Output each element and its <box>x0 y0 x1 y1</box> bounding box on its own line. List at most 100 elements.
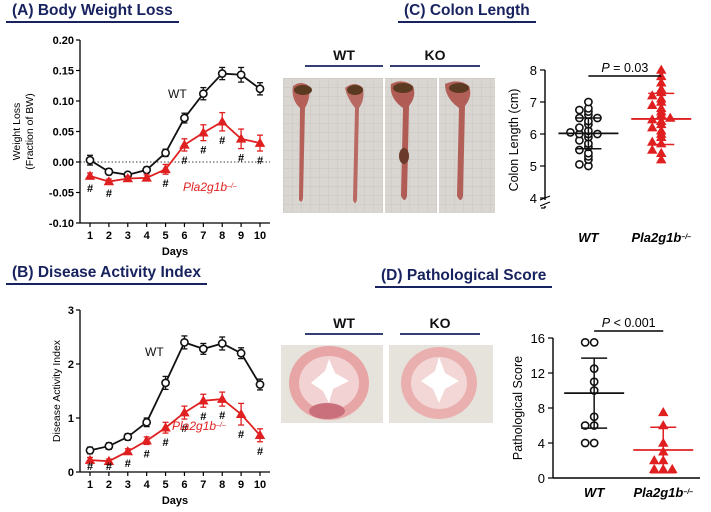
chart-a-ytick-label: 0.20 <box>53 35 74 47</box>
colon-wt-label: WT <box>333 47 355 63</box>
chart-a-xtick-label: 4 <box>144 230 151 242</box>
chart-a-significance-mark: # <box>162 178 168 190</box>
chart-a-point <box>179 139 190 149</box>
chart-c-point <box>575 159 584 169</box>
chart-b-point <box>160 422 171 432</box>
chart-b-point <box>141 435 152 445</box>
chart-d-category-label: WT <box>584 485 605 500</box>
panel-d-title: (D) Pathological Score <box>375 267 553 288</box>
chart-d-ytick-label: 0 <box>538 471 545 486</box>
chart-b-xtick-label: 4 <box>144 479 151 491</box>
histology-photo <box>281 345 493 423</box>
histology-wt-label: WT <box>333 315 355 331</box>
chart-c-point <box>647 99 658 109</box>
chart-b-xtick-label: 8 <box>219 479 225 491</box>
chart-c-ytick-label: 6 <box>530 127 537 142</box>
chart-a-point <box>84 170 96 180</box>
chart-b-series-line-1 <box>89 398 261 463</box>
chart-a-point <box>141 172 152 182</box>
chart-a-point <box>255 84 265 94</box>
chart-b-significance-mark: # <box>87 461 93 473</box>
panel-b-title: (B) Disease Activity Index <box>6 264 207 285</box>
chart-a-xtick-label: 2 <box>106 230 112 242</box>
chart-a-ytick-label: 0.15 <box>53 66 74 78</box>
chart-c-point <box>566 127 575 137</box>
chart-b-point <box>142 417 152 427</box>
chart-c-ytick-label: 4 <box>530 191 537 206</box>
chart-c-category-label: Pla2g1b–/– <box>631 230 691 245</box>
chart-a-xtick-label: 9 <box>238 230 244 242</box>
chart-c-point <box>584 97 593 107</box>
chart-a-significance-mark: # <box>87 183 93 195</box>
chart-c-ytick-label: 7 <box>530 95 537 110</box>
chart-d-point <box>649 463 660 473</box>
chart-b-xtick-label: 10 <box>254 479 266 491</box>
chart-a-series-line-0 <box>89 72 261 176</box>
chart-c-point <box>575 123 584 132</box>
chart-b-significance-mark: # <box>257 446 263 458</box>
chart-b-xtick-label: 5 <box>162 479 168 491</box>
chart-b-xtick-label: 6 <box>181 479 187 491</box>
chart-a-ylabel: Weight Loss <box>11 103 23 161</box>
chart-b-series-label-ko: Pla2g1b–/– <box>172 419 226 433</box>
chart-a-ytick-label: -0.05 <box>49 188 74 200</box>
chart-d-ytick-label: 8 <box>538 401 545 416</box>
chart-b-significance-mark: # <box>200 411 206 423</box>
chart-a-point <box>104 167 114 177</box>
chart-c-point <box>647 144 658 154</box>
chart-a-ytick-label: 0.10 <box>53 96 74 108</box>
chart-a-series-label-ko: Pla2g1b–/– <box>183 180 237 194</box>
chart-b-significance-mark: # <box>219 410 225 422</box>
chart-d-point <box>667 463 678 473</box>
chart-a-xtick-label: 3 <box>125 230 131 242</box>
chart-a-point <box>236 70 246 80</box>
chart-a-ylabel: (Fraction of BW) <box>24 93 36 169</box>
chart-a-significance-mark: # <box>238 153 244 165</box>
chart-b-series-line-0 <box>89 341 261 452</box>
chart-b-point <box>104 441 114 451</box>
chart-b-point <box>161 378 170 388</box>
chart-a-xtick-label: 1 <box>87 230 93 242</box>
chart-a-point <box>122 173 134 183</box>
chart-b-series-label-wt: WT <box>145 345 164 359</box>
chart-a-xtick-label: 5 <box>162 230 168 242</box>
chart-a-point <box>160 163 171 174</box>
chart-b-ylabel: Disease Activity Index <box>51 339 63 442</box>
chart-d-point <box>580 337 590 347</box>
chart-d-pvalue-label: P < 0.001 <box>602 316 656 330</box>
chart-d-ytick-label: 4 <box>538 436 545 451</box>
histology-ko-label: KO <box>430 315 451 331</box>
chart-b-ytick-label: 0 <box>68 467 74 479</box>
chart-b-point <box>198 395 209 405</box>
chart-c-point <box>656 147 667 157</box>
colon-photo <box>283 78 495 213</box>
chart-d-point <box>580 438 590 448</box>
chart-a-significance-mark: # <box>200 145 206 157</box>
chart-c-category-label: WT <box>578 230 599 245</box>
chart-a-ytick-label: 0.05 <box>53 127 74 139</box>
chart-a-xtick-label: 10 <box>254 230 266 242</box>
chart-c-pvalue-label: P = 0.03 <box>601 61 648 75</box>
chart-a-ytick-label: -0.10 <box>49 218 74 230</box>
chart-b-significance-mark: # <box>106 461 112 473</box>
panel-c-title: (C) Colon Length <box>398 2 536 23</box>
chart-b-xtick-label: 3 <box>125 479 131 491</box>
chart-b-point <box>180 337 189 347</box>
chart-a-point <box>161 148 170 158</box>
chart-b-significance-mark: # <box>181 423 187 435</box>
chart-d-point <box>649 455 660 465</box>
chart-c-point <box>647 90 658 100</box>
chart-c-point <box>647 122 658 132</box>
chart-b-xtick-label: 7 <box>200 479 206 491</box>
chart-a-point <box>103 176 115 186</box>
chart-a-point <box>216 116 228 126</box>
chart-b-point <box>84 454 96 464</box>
chart-c-point <box>656 83 667 93</box>
chart-d-ytick-label: 16 <box>531 331 545 346</box>
chart-a-point <box>85 155 95 165</box>
chart-a-point <box>217 69 227 78</box>
chart-a-point <box>142 165 152 175</box>
chart-a-xtick-label: 7 <box>200 230 206 242</box>
chart-b-point <box>217 339 227 348</box>
